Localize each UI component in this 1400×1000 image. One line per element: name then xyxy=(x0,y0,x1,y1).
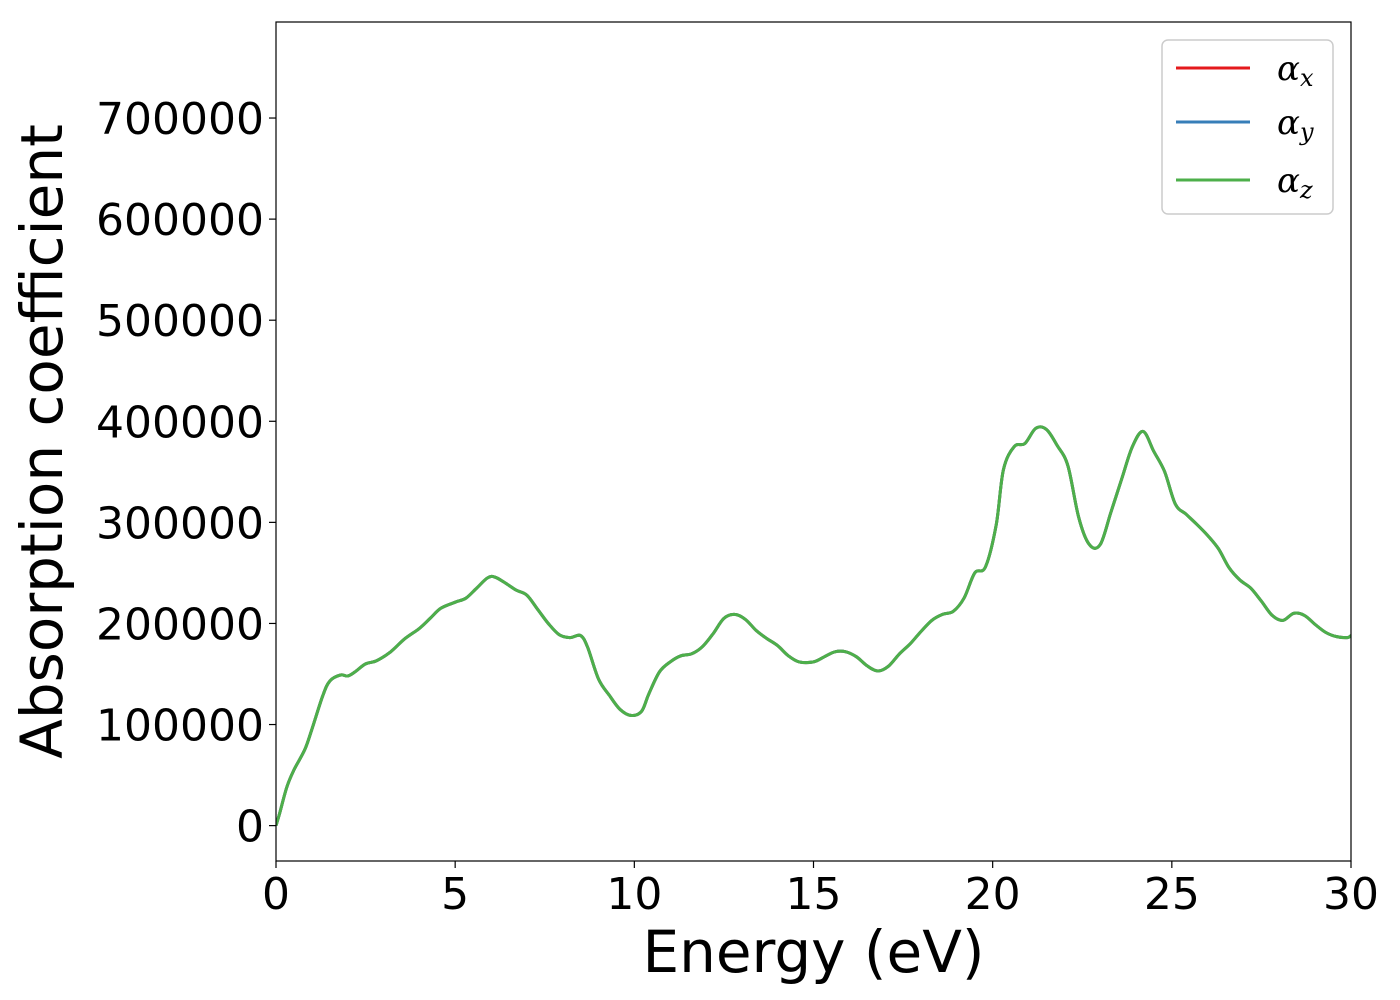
x-axis-ticks: 0 5 10 15 20 25 30 xyxy=(262,861,1379,920)
x-tick-label: 30 xyxy=(1323,869,1379,920)
x-tick-label: 0 xyxy=(262,869,290,920)
y-tick-label: 400000 xyxy=(96,397,264,448)
y-tick-label: 500000 xyxy=(96,296,264,347)
y-tick-label: 300000 xyxy=(96,498,264,549)
legend-box xyxy=(1161,39,1334,215)
x-axis-title: Energy (eV) xyxy=(642,918,984,986)
y-tick-label: 100000 xyxy=(96,701,264,752)
x-tick-label: 25 xyxy=(1144,869,1200,920)
y-tick-label: 700000 xyxy=(96,94,264,145)
legend-subscript-z: z xyxy=(1299,176,1313,204)
y-tick-label: 600000 xyxy=(96,195,264,246)
x-tick-label: 15 xyxy=(786,869,842,920)
x-tick-label: 5 xyxy=(441,869,469,920)
x-tick-label: 10 xyxy=(606,869,662,920)
y-axis-ticks: 0 100000 200000 300000 400000 500000 600000 700… xyxy=(96,94,276,853)
legend: αx αy αz xyxy=(1161,39,1334,215)
x-tick-label: 20 xyxy=(965,869,1021,920)
y-tick-label: 200000 xyxy=(96,599,264,650)
series-layer xyxy=(276,425,1351,827)
legend-subscript-y: y xyxy=(1299,118,1314,146)
series-line-alpha-z xyxy=(276,425,1351,827)
y-axis-title: Absorption coefficient xyxy=(8,124,76,759)
legend-subscript-x: x xyxy=(1300,64,1314,92)
y-tick-label: 0 xyxy=(236,802,264,853)
